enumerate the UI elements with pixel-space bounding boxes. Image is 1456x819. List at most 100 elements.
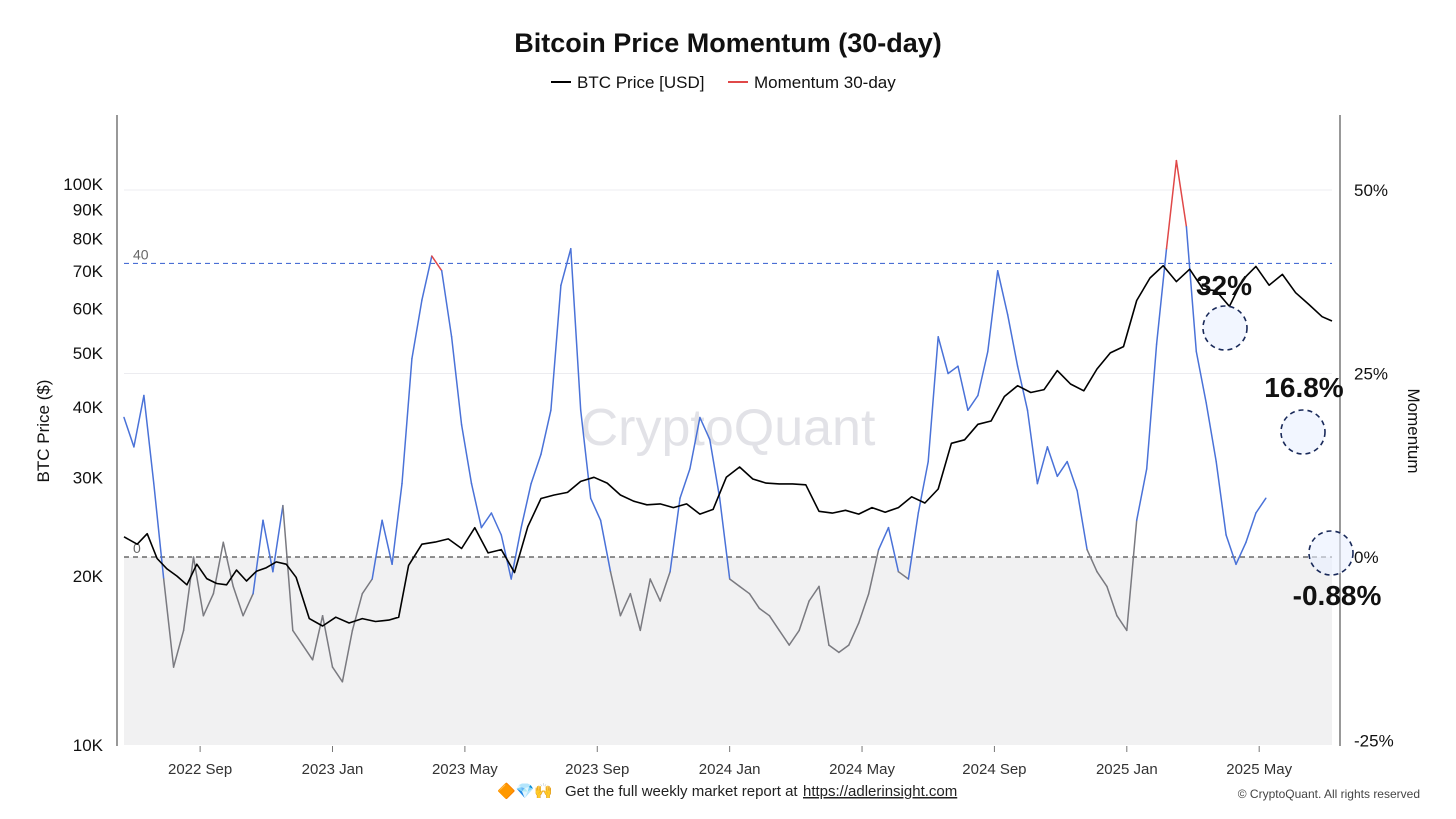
momentum-segment-54	[659, 570, 671, 602]
left-tick-70K: 70K	[73, 262, 104, 281]
left-tick-30K: 30K	[73, 468, 104, 487]
x-tick-label-0: 2022 Sep	[168, 761, 232, 778]
momentum-segment-88	[996, 269, 1009, 316]
x-tick-label-8: 2025 May	[1226, 761, 1292, 778]
momentum-segment-64	[758, 607, 771, 617]
footer-link[interactable]: https://adlerinsight.com	[803, 783, 957, 800]
chart-title: Bitcoin Price Momentum (30-day)	[514, 28, 942, 58]
momentum-segment-30	[421, 255, 433, 301]
momentum-segment-74	[857, 592, 870, 624]
momentum-series	[123, 159, 1267, 683]
momentum-segment-85	[967, 394, 979, 411]
x-tick-label-6: 2024 Sep	[962, 761, 1026, 778]
momentum-segment-17	[292, 629, 304, 646]
legend-label-price[interactable]: BTC Price [USD]	[577, 73, 705, 92]
momentum-segment-57	[689, 416, 701, 470]
momentum-segment-29	[411, 299, 423, 360]
momentum-segment-31	[431, 255, 443, 272]
momentum-segment-49	[609, 570, 622, 617]
momentum-segment-94	[1056, 460, 1068, 478]
momentum-segment-50	[619, 592, 632, 617]
momentum-segment-0	[123, 416, 135, 448]
left-tick-60K: 60K	[73, 299, 104, 318]
left-tick-10K: 10K	[73, 736, 104, 755]
x-tick-label-3: 2023 Sep	[565, 761, 629, 778]
x-tick-label-7: 2025 Jan	[1096, 761, 1158, 778]
right-tick-0: 50%	[1354, 181, 1388, 200]
momentum-segment-107	[1185, 225, 1198, 353]
momentum-segment-26	[381, 519, 393, 566]
momentum-segment-44	[560, 247, 572, 287]
momentum-segment-28	[401, 358, 413, 485]
momentum-segment-79	[907, 512, 920, 580]
momentum-segment-56	[679, 468, 691, 500]
right-axis-title: Momentum	[1404, 388, 1423, 473]
momentum-segment-55	[669, 497, 681, 573]
momentum-segment-22	[341, 629, 354, 683]
momentum-segment-96	[1076, 490, 1088, 551]
momentum-segment-37	[490, 512, 503, 536]
momentum-segment-36	[480, 512, 493, 529]
left-tick-20K: 20K	[73, 567, 104, 586]
momentum-segment-61	[728, 578, 741, 588]
annotation-circle-16-8	[1280, 409, 1326, 455]
momentum-segment-13	[252, 519, 264, 595]
momentum-segment-65	[768, 614, 781, 632]
momentum-segment-104	[1155, 247, 1168, 345]
left-tick-100K: 100K	[63, 175, 103, 194]
momentum-segment-58	[699, 416, 711, 441]
momentum-segment-75	[867, 548, 880, 595]
momentum-segment-97	[1086, 548, 1098, 573]
momentum-segment-47	[589, 497, 602, 522]
momentum-segment-76	[877, 526, 890, 551]
momentum-segment-101	[1126, 519, 1138, 632]
momentum-segment-114	[1255, 497, 1267, 514]
momentum-segment-73	[848, 622, 860, 646]
momentum-segment-92	[1036, 446, 1049, 485]
momentum-segment-112	[1235, 541, 1247, 566]
momentum-segment-109	[1205, 402, 1217, 463]
momentum-segment-32	[440, 269, 453, 338]
momentum-segment-102	[1135, 468, 1148, 522]
x-tick-label-5: 2024 May	[829, 761, 895, 778]
momentum-segment-10	[222, 541, 234, 588]
momentum-segment-16	[282, 504, 294, 632]
momentum-segment-67	[788, 629, 800, 646]
legend[interactable]: BTC Price [USD] Momentum 30-day	[551, 73, 896, 92]
right-tick-2: 0%	[1354, 548, 1379, 567]
momentum-segment-91	[1026, 409, 1039, 485]
momentum-segment-46	[579, 409, 592, 500]
momentum-segment-18	[301, 644, 314, 661]
copyright: © CryptoQuant. All rights reserved	[1238, 787, 1420, 801]
legend-label-momentum[interactable]: Momentum 30-day	[754, 73, 896, 92]
momentum-segment-108	[1195, 350, 1207, 404]
momentum-segment-8	[202, 592, 215, 617]
momentum-segment-93	[1046, 446, 1059, 478]
momentum-segment-89	[1006, 314, 1019, 367]
x-tick-label-2: 2023 May	[432, 761, 498, 778]
momentum-segment-110	[1215, 460, 1227, 536]
watermark: CryptoQuant	[581, 399, 876, 457]
left-axis-ticks: 10K 20K 30K 40K 50K 60K 70K 80K 90K 100K	[63, 175, 103, 755]
momentum-segment-100	[1116, 614, 1128, 632]
momentum-segment-52	[639, 578, 651, 632]
momentum-segment-99	[1106, 585, 1118, 617]
momentum-segment-45	[570, 247, 582, 411]
momentum-segment-1	[133, 394, 145, 448]
momentum-segment-60	[718, 497, 731, 580]
momentum-segment-53	[649, 578, 661, 602]
annotation-circle-neg-0-88	[1308, 530, 1354, 576]
momentum-segment-15	[272, 504, 284, 573]
momentum-segment-62	[738, 585, 751, 595]
momentum-segment-111	[1225, 534, 1237, 566]
price-series	[123, 264, 1333, 627]
x-axis-ticks: 2022 Sep 2023 Jan 2023 May 2023 Sep 2024 Jan…	[168, 746, 1293, 778]
momentum-segment-84	[957, 365, 969, 411]
right-tick-1: 25%	[1354, 365, 1388, 384]
annotations: 32% 16.8% -0.88%	[1196, 270, 1381, 611]
momentum-segment-86	[977, 350, 989, 397]
momentum-segment-43	[550, 284, 562, 411]
momentum-segment-25	[371, 519, 383, 580]
right-tick-3: -25%	[1354, 732, 1394, 751]
